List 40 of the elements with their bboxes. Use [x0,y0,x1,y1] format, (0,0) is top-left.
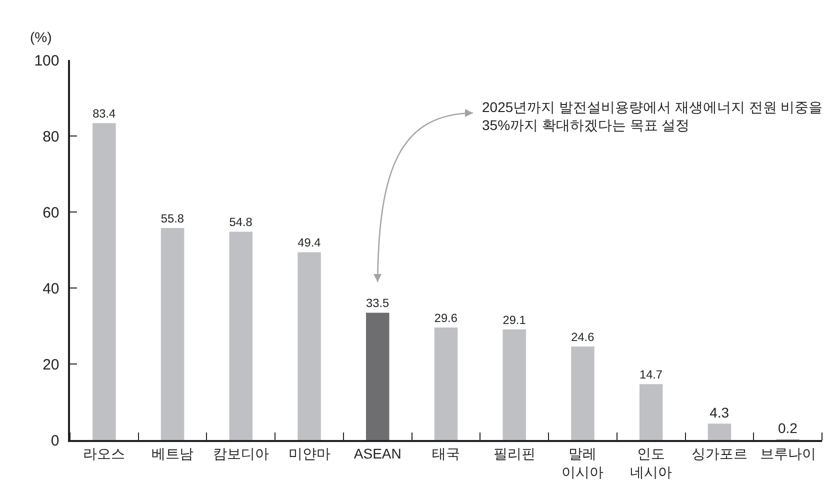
y-tick-label: 20 [42,356,60,374]
data-label: 83.4 [92,106,116,121]
data-label: 29.1 [502,312,526,327]
x-tick-label: 필리핀 [493,446,536,462]
bar [502,329,526,440]
bar [229,232,253,440]
data-label: 4.3 [710,404,730,421]
bar [708,424,732,440]
x-tick-label: 라오스 [83,446,126,462]
x-tick-label: 말레 이시아 [562,446,604,480]
bar [571,346,594,440]
data-label: 24.6 [571,330,595,344]
x-tick-label: ASEAN [354,446,402,462]
data-label: 14.7 [639,368,663,382]
bar [639,384,663,440]
x-tick-label: 브루나이 [760,446,816,462]
x-tick-label: 캄보디아 [212,446,269,462]
y-tick-label: 60 [42,204,60,222]
data-label: 49.4 [298,236,322,250]
y-tick-label: 100 [34,52,60,70]
x-tick-label: 인도 네시아 [630,446,672,480]
data-label: 29.6 [434,310,458,325]
x-tick-label: 태국 [432,446,460,462]
data-label: 0.2 [778,420,798,436]
data-label: 33.5 [366,296,390,310]
bar [92,123,116,440]
x-tick-label: 베트남 [152,446,194,462]
bar [298,252,321,440]
y-tick-label: 40 [42,280,60,298]
y-tick-label: 80 [42,128,60,146]
annotation: 2025년까지 발전설비용량에서 재생에너지 전원 비중을 35%까지 확대하겠다는 목표 설정 [482,99,823,134]
x-tick-label: 미얀마 [288,446,330,462]
x-tick-label: 싱가포르 [691,446,748,462]
y-tick-label: 0 [50,432,60,450]
bar [160,228,184,440]
y-axis-title: (%) [30,29,52,45]
data-label: 54.8 [229,215,253,230]
data-label: 55.8 [160,211,184,226]
bar [434,328,458,440]
bar [366,312,390,440]
